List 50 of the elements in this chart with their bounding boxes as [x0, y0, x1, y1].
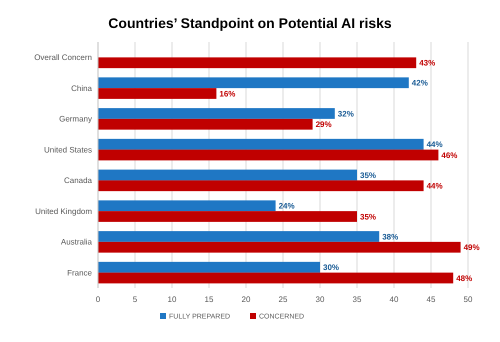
x-tick-label: 5 [132, 295, 138, 304]
data-label: 49% [464, 243, 480, 252]
x-tick-label: 10 [168, 295, 177, 304]
x-tick-label: 45 [426, 295, 436, 304]
x-tick-label: 0 [96, 295, 101, 304]
bar [98, 211, 357, 222]
y-tick-label: Overall Concern [34, 53, 92, 62]
y-tick-label: France [67, 268, 93, 278]
x-tick-label: 20 [242, 295, 251, 304]
data-label: 48% [456, 274, 472, 283]
data-label: 44% [426, 140, 443, 150]
chart-title: Countries’ Standpoint on Potential AI risks [108, 15, 392, 31]
bar [98, 118, 313, 130]
bar [98, 88, 216, 99]
bar [98, 170, 357, 180]
x-tick-label: 50 [464, 295, 473, 304]
bar [98, 108, 335, 119]
bar [98, 242, 461, 253]
x-tick-label: 15 [204, 295, 214, 304]
x-tick-label: 35 [352, 295, 362, 304]
bar [98, 150, 438, 160]
bar [98, 262, 320, 273]
bar [98, 200, 276, 212]
bar [98, 180, 424, 192]
data-label: 35% [360, 212, 376, 222]
y-tick-label: United States [44, 145, 92, 154]
x-tick-label: 30 [316, 295, 325, 304]
data-label: 46% [441, 150, 458, 160]
data-label: 35% [360, 170, 376, 180]
bar [98, 138, 424, 150]
bar [98, 57, 416, 68]
y-tick-label: United Kingdom [35, 206, 92, 216]
y-tick-label: China [71, 84, 93, 93]
x-tick-label: 40 [390, 295, 399, 304]
bar [98, 231, 380, 242]
data-label: 16% [219, 89, 236, 98]
y-tick-label: Canada [64, 176, 93, 186]
data-label: 30% [323, 263, 340, 272]
bar [98, 77, 409, 88]
data-label: 38% [382, 232, 398, 242]
y-tick-label: Germany [59, 114, 92, 124]
bar [98, 272, 454, 284]
x-tick-label: 25 [278, 295, 288, 304]
y-tick-label: Australia [60, 238, 93, 247]
data-label: 43% [419, 58, 436, 68]
data-label: 24% [278, 202, 295, 211]
data-label: 44% [426, 182, 443, 191]
data-label: 32% [338, 109, 354, 118]
data-label: 42% [412, 78, 428, 88]
data-label: 29% [316, 120, 332, 130]
